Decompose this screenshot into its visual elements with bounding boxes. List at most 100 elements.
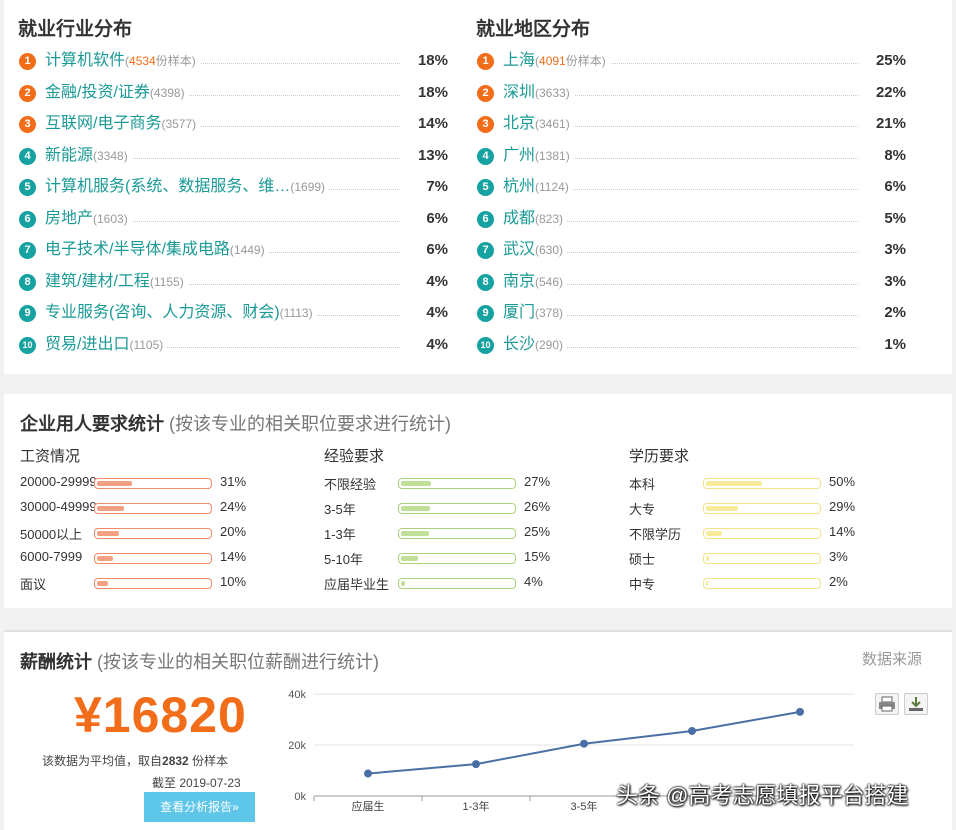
progress-fill <box>706 506 739 511</box>
region-row[interactable]: 3 北京(3461) 21% <box>476 112 906 136</box>
progress-bar <box>398 528 516 539</box>
industry-name-link[interactable]: 专业服务(咨询、人力资源、财会)(1113) <box>45 301 317 325</box>
percent-value: 22% <box>875 83 906 101</box>
region-name-link[interactable]: 南京(546) <box>503 269 568 294</box>
dotted-leader <box>58 126 400 127</box>
industry-name-link[interactable]: 建筑/建材/工程(1155) <box>45 269 188 294</box>
requirement-label: 6000-7999 <box>20 549 83 564</box>
requirement-percent: 24% <box>220 499 247 514</box>
data-point <box>580 739 588 748</box>
region-name-link[interactable]: 深圳(3633) <box>503 80 574 105</box>
view-report-button[interactable]: 查看分析报告» <box>144 792 255 822</box>
region-row[interactable]: 1 上海(4091份样本) 25% <box>476 49 906 73</box>
industry-name-link[interactable]: 金融/投资/证券(4398) <box>45 80 189 105</box>
industry-name-link[interactable]: 计算机软件(4534份样本) <box>45 49 200 73</box>
industry-name-link[interactable]: 新能源(3348) <box>45 143 132 168</box>
rank-badge: 3 <box>477 116 494 133</box>
region-row[interactable]: 4 广州(1381) 8% <box>476 143 906 168</box>
item-label: 厦门 <box>503 304 536 321</box>
experience-row: 1-3年 25% <box>324 522 584 547</box>
region-row[interactable]: 5 杭州(1124) 6% <box>476 175 906 199</box>
progress-bar <box>398 553 516 564</box>
sample-count: (290) <box>535 337 564 352</box>
requirement-label: 30000-49999 <box>20 499 97 514</box>
industry-row[interactable]: 8 建筑/建材/工程(1155) 4% <box>18 269 448 294</box>
download-icon[interactable] <box>904 693 928 715</box>
percent-value: 6% <box>426 209 448 227</box>
requirement-percent: 31% <box>220 474 247 489</box>
rank-badge: 4 <box>19 147 36 165</box>
experience-requirements: 经验要求 不限经验 27% 3-5年 26% 1-3年 25% 5-10年 15% 应届毕业生 4… <box>324 446 584 597</box>
region-name-link[interactable]: 长沙(290) <box>503 332 568 357</box>
requirement-percent: 14% <box>220 549 247 564</box>
industry-row[interactable]: 9 专业服务(咨询、人力资源、财会)(1113) 4% <box>18 301 448 325</box>
industry-name-link[interactable]: 房地产(1603) <box>45 206 132 231</box>
industry-name-link[interactable]: 计算机服务(系统、数据服务、维…(1699) <box>45 175 330 199</box>
region-row[interactable]: 8 南京(546) 3% <box>476 269 906 294</box>
progress-fill <box>97 506 124 511</box>
industry-row[interactable]: 1 计算机软件(4534份样本) 18% <box>18 49 448 73</box>
progress-bar <box>94 503 212 514</box>
rank-badge: 8 <box>477 273 494 291</box>
item-label: 互联网/电子商务 <box>45 115 162 132</box>
sample-count: (3461) <box>535 117 570 131</box>
industry-name-link[interactable]: 互联网/电子商务(3577) <box>45 112 201 136</box>
industry-row[interactable]: 10 贸易/进出口(1105) 4% <box>18 332 448 357</box>
data-point <box>796 707 804 716</box>
industry-row[interactable]: 2 金融/投资/证券(4398) 18% <box>18 80 448 105</box>
data-point <box>364 769 372 778</box>
region-name-link[interactable]: 厦门(378) <box>503 301 568 325</box>
industry-row[interactable]: 5 计算机服务(系统、数据服务、维…(1699) 7% <box>18 175 448 199</box>
item-label: 新能源 <box>45 146 94 164</box>
progress-bar <box>703 478 821 489</box>
region-row[interactable]: 10 长沙(290) 1% <box>476 332 906 357</box>
item-label: 广州 <box>503 146 536 164</box>
rank-badge: 5 <box>19 179 36 196</box>
industry-row[interactable]: 4 新能源(3348) 13% <box>18 143 448 168</box>
industry-row[interactable]: 7 电子技术/半导体/集成电路(1449) 6% <box>18 238 448 262</box>
industry-name-link[interactable]: 电子技术/半导体/集成电路(1449) <box>45 238 269 262</box>
requirement-label: 50000以上 <box>20 527 83 542</box>
industry-row[interactable]: 6 房地产(1603) 6% <box>18 206 448 231</box>
requirement-label: 1-3年 <box>324 527 356 542</box>
dotted-leader <box>58 157 400 159</box>
requirement-percent: 20% <box>220 524 247 539</box>
progress-fill <box>401 556 418 561</box>
region-name-link[interactable]: 武汉(630) <box>503 238 568 262</box>
sample-count: (4091份样本) <box>535 54 606 68</box>
item-label: 长沙 <box>503 335 536 353</box>
sample-count: (1449) <box>229 243 265 257</box>
count-part: 4534 <box>129 54 156 68</box>
progress-fill <box>706 481 762 486</box>
industry-row[interactable]: 3 互联网/电子商务(3577) 14% <box>18 112 448 136</box>
rank-badge: 7 <box>477 242 494 259</box>
item-label: 专业服务(咨询、人力资源、财会) <box>45 304 280 321</box>
sample-count: (4534份样本) <box>125 54 196 68</box>
requirements-title: 企业用人要求统计 (按该专业的相关职位要求进行统计) <box>20 410 451 436</box>
requirement-percent: 25% <box>524 524 551 539</box>
requirement-label: 20000-29999 <box>20 474 97 489</box>
region-row[interactable]: 7 武汉(630) 3% <box>476 238 906 262</box>
data-source-link[interactable]: 数据来源 <box>861 651 922 668</box>
education-row: 不限学历 14% <box>629 522 889 547</box>
dotted-leader <box>58 283 400 285</box>
industry-name-link[interactable]: 贸易/进出口(1105) <box>45 332 168 357</box>
rank-badge: 6 <box>19 210 36 228</box>
rank-badge: 1 <box>19 53 36 70</box>
item-label: 上海 <box>503 52 536 69</box>
requirement-label: 应届毕业生 <box>324 577 390 592</box>
education-requirements: 学历要求 本科 50% 大专 29% 不限学历 14% 硕士 3% 中专 2% <box>629 446 889 597</box>
region-row[interactable]: 2 深圳(3633) 22% <box>476 80 906 105</box>
printer-icon[interactable] <box>875 693 899 715</box>
region-name-link[interactable]: 北京(3461) <box>503 112 574 136</box>
region-row[interactable]: 9 厦门(378) 2% <box>476 301 906 325</box>
region-name-link[interactable]: 杭州(1124) <box>503 175 573 199</box>
rank-badge: 1 <box>477 53 494 70</box>
progress-fill <box>401 506 431 511</box>
rank-badge: 10 <box>477 336 494 354</box>
region-row[interactable]: 6 成都(823) 5% <box>476 206 906 231</box>
region-name-link[interactable]: 成都(823) <box>503 206 568 231</box>
rank-badge: 4 <box>477 147 494 165</box>
region-name-link[interactable]: 广州(1381) <box>503 143 574 168</box>
region-name-link[interactable]: 上海(4091份样本) <box>503 49 610 73</box>
